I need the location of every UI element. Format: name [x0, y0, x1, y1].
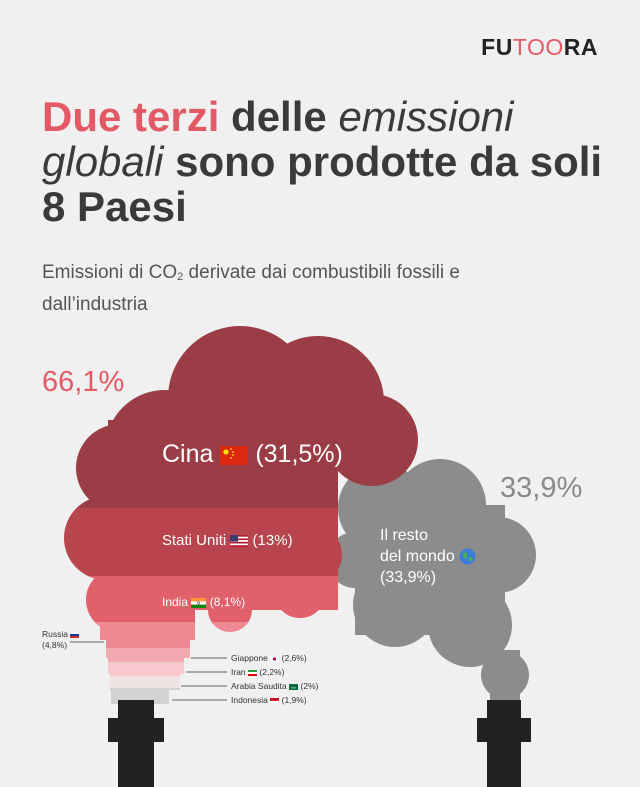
- label-iran: Iran (2,2%): [231, 667, 285, 677]
- globe-icon: [459, 548, 476, 565]
- band-usa: [64, 508, 418, 578]
- label-giappone: Giappone (2,6%): [231, 653, 307, 663]
- band-india: [64, 576, 418, 624]
- japan-flag-icon: [270, 655, 280, 662]
- band-iran: [64, 662, 418, 676]
- label-russia: Russia (4,8%): [42, 629, 102, 651]
- page-subtitle: Emissioni di CO2 derivate dai combustibi…: [42, 262, 460, 315]
- label-indonesia: Indonesia (1,9%): [231, 695, 307, 705]
- label-resto-del-mondo: Il resto del mondo (33,9%): [380, 525, 520, 588]
- band-indonesia: [64, 688, 418, 704]
- band-arabia: [64, 676, 418, 689]
- total-rest-percent: 33,9%: [500, 472, 583, 504]
- china-flag-icon: [220, 445, 249, 465]
- label-cina: Cina (31,5%): [162, 440, 343, 468]
- label-arabia-saudita: Arabia Saudita (2%): [231, 681, 319, 691]
- total-top8-percent: 66,1%: [42, 366, 125, 398]
- rest-cloud: [327, 459, 536, 700]
- futoora-logo: FUTOORA: [481, 34, 598, 60]
- rest-chimney-cap: [477, 718, 531, 742]
- russia-flag-icon: [70, 631, 80, 638]
- usa-flag-icon: [230, 535, 249, 548]
- label-stati-uniti: Stati Uniti (13%): [162, 532, 293, 549]
- iran-flag-icon: [248, 669, 258, 676]
- label-india: India (8,1%): [162, 595, 246, 609]
- left-chimney-stem: [118, 700, 154, 787]
- india-flag-icon: [191, 597, 207, 608]
- rest-chimney-stem: [487, 700, 521, 787]
- indonesia-flag-icon: [270, 697, 280, 704]
- left-chimney-cap: [108, 718, 164, 742]
- page-title: Due terzi delle emissioni globali sono p…: [42, 93, 603, 230]
- saudi-arabia-flag-icon: [289, 683, 299, 690]
